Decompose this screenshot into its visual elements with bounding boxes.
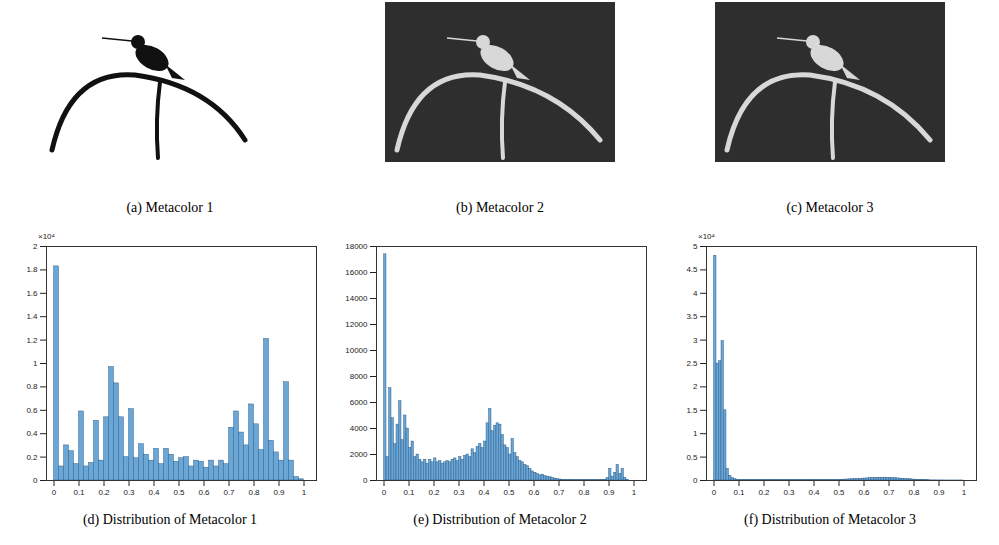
svg-text:2000: 2000 xyxy=(350,450,368,459)
svg-text:0.2: 0.2 xyxy=(26,453,38,462)
html-text:×10⁴: ×10⁴ xyxy=(38,232,55,241)
svg-text:0.4: 0.4 xyxy=(26,429,38,438)
svg-text:0.9: 0.9 xyxy=(933,488,945,497)
svg-text:0.1: 0.1 xyxy=(403,488,415,497)
svg-text:4: 4 xyxy=(693,289,698,298)
svg-text:0.8: 0.8 xyxy=(248,488,260,497)
svg-text:0: 0 xyxy=(712,488,717,497)
html-text:(b) Metacolor 2: (b) Metacolor 2 xyxy=(456,200,544,215)
svg-text:1.6: 1.6 xyxy=(26,289,38,298)
svg-text:0.6: 0.6 xyxy=(528,488,540,497)
svg-text:0: 0 xyxy=(693,476,698,485)
html-text:(c) Metacolor 3: (c) Metacolor 3 xyxy=(786,200,874,215)
svg-text:0.9: 0.9 xyxy=(273,488,285,497)
svg-text:1: 1 xyxy=(693,429,698,438)
html-text:(e) Distribution of Metacolor: (e) Distribution of Metacolor 2 xyxy=(413,512,587,527)
svg-text:1.5: 1.5 xyxy=(686,406,698,415)
svg-text:0.4: 0.4 xyxy=(478,488,490,497)
svg-text:0.6: 0.6 xyxy=(26,406,38,415)
svg-text:0.1: 0.1 xyxy=(733,488,745,497)
svg-text:0.5: 0.5 xyxy=(833,488,845,497)
svg-text:0.3: 0.3 xyxy=(123,488,135,497)
html-text:(d) Distribution of Metacolor: (d) Distribution of Metacolor 1 xyxy=(82,512,258,527)
svg-text:1.2: 1.2 xyxy=(26,336,38,345)
svg-text:1.8: 1.8 xyxy=(26,265,38,274)
svg-text:1: 1 xyxy=(302,488,307,497)
svg-text:8000: 8000 xyxy=(350,372,368,381)
svg-text:2: 2 xyxy=(33,242,38,251)
svg-text:12000: 12000 xyxy=(345,320,368,329)
svg-text:4000: 4000 xyxy=(350,424,368,433)
html-text:×10⁴: ×10⁴ xyxy=(698,232,715,241)
svg-text:0.7: 0.7 xyxy=(553,488,565,497)
svg-text:1.4: 1.4 xyxy=(26,312,38,321)
svg-text:2.5: 2.5 xyxy=(686,359,698,368)
svg-text:0.8: 0.8 xyxy=(26,382,38,391)
svg-text:0: 0 xyxy=(363,476,368,485)
svg-text:10000: 10000 xyxy=(345,346,368,355)
svg-text:0: 0 xyxy=(33,476,38,485)
svg-text:1: 1 xyxy=(632,488,637,497)
svg-text:0.8: 0.8 xyxy=(578,488,590,497)
svg-text:0.6: 0.6 xyxy=(198,488,210,497)
svg-text:1: 1 xyxy=(33,359,38,368)
svg-text:0.1: 0.1 xyxy=(73,488,85,497)
svg-text:18000: 18000 xyxy=(345,242,368,251)
svg-text:3: 3 xyxy=(693,336,698,345)
svg-text:4.5: 4.5 xyxy=(686,265,698,274)
svg-text:0.6: 0.6 xyxy=(858,488,870,497)
svg-text:0.7: 0.7 xyxy=(223,488,235,497)
svg-text:0: 0 xyxy=(52,488,57,497)
svg-text:5: 5 xyxy=(693,242,698,251)
svg-text:6000: 6000 xyxy=(350,398,368,407)
svg-text:0: 0 xyxy=(382,488,387,497)
svg-text:2: 2 xyxy=(693,382,698,391)
svg-text:0.4: 0.4 xyxy=(808,488,820,497)
svg-text:0.7: 0.7 xyxy=(883,488,895,497)
svg-text:0.5: 0.5 xyxy=(503,488,515,497)
svg-text:0.8: 0.8 xyxy=(908,488,920,497)
svg-text:1: 1 xyxy=(962,488,967,497)
svg-text:3.5: 3.5 xyxy=(686,312,698,321)
svg-text:0.3: 0.3 xyxy=(453,488,465,497)
svg-text:0.2: 0.2 xyxy=(758,488,770,497)
svg-text:0.5: 0.5 xyxy=(686,453,698,462)
svg-text:14000: 14000 xyxy=(345,294,368,303)
html-text:(a) Metacolor 1: (a) Metacolor 1 xyxy=(126,200,214,215)
svg-text:0.3: 0.3 xyxy=(783,488,795,497)
svg-text:0.2: 0.2 xyxy=(98,488,110,497)
svg-text:0.2: 0.2 xyxy=(428,488,440,497)
svg-text:0.9: 0.9 xyxy=(603,488,615,497)
svg-text:16000: 16000 xyxy=(345,268,368,277)
svg-text:0.4: 0.4 xyxy=(148,488,160,497)
html-text:(f) Distribution of Metacolor: (f) Distribution of Metacolor 3 xyxy=(744,512,916,527)
svg-text:0.5: 0.5 xyxy=(173,488,185,497)
